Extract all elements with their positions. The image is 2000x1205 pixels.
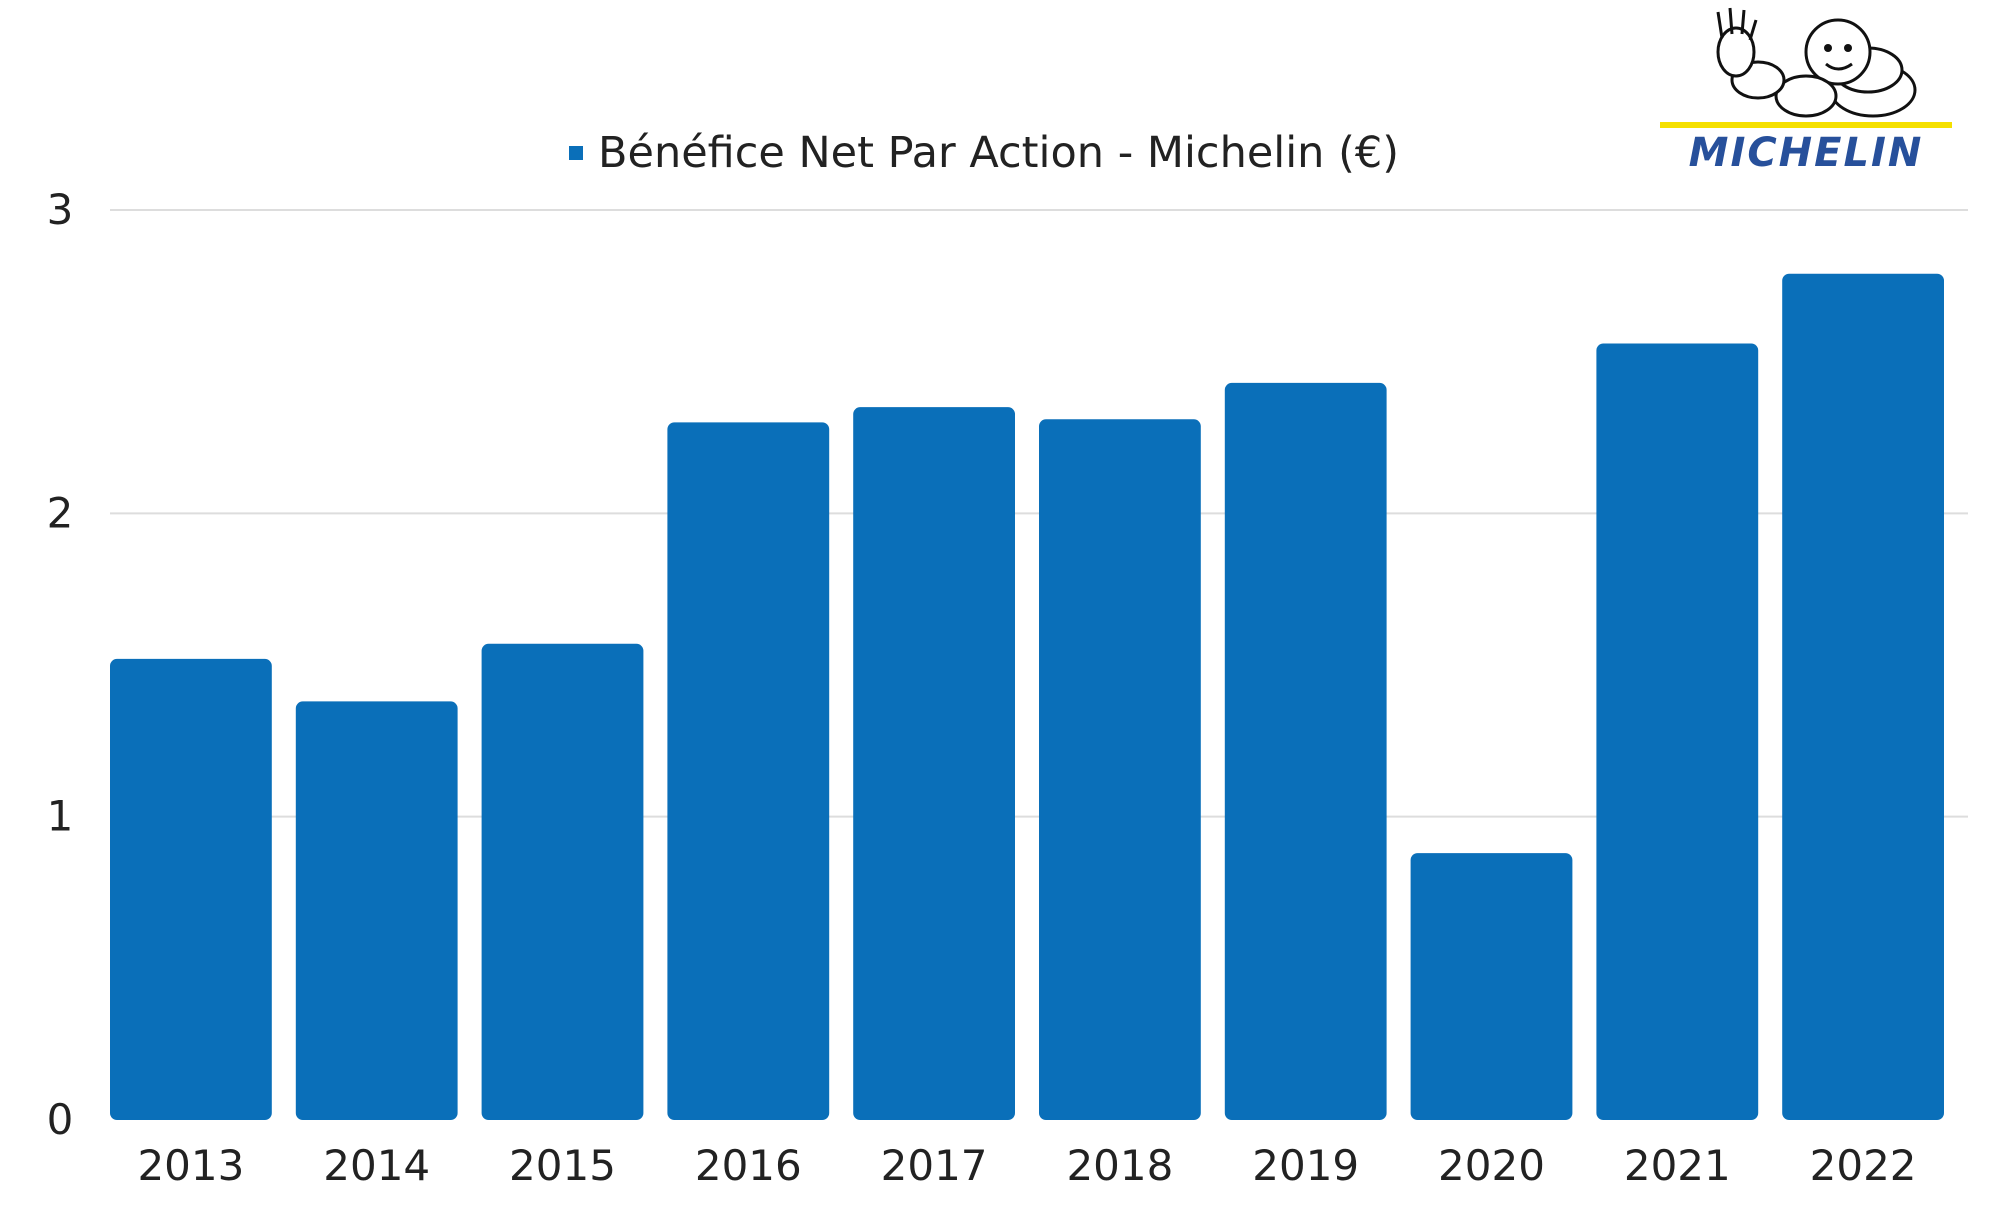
y-tick-label: 2 [47,488,74,537]
bars [110,273,1944,1121]
x-tick-label: 2019 [1252,1141,1359,1190]
x-tick-label: 2017 [881,1141,988,1190]
logo-yellow-band [1660,122,1952,128]
y-tick-label: 0 [47,1095,74,1144]
bar-2016 [667,422,830,1120]
x-axis-ticks: 2013 2014 2015 2016 2017 2018 2019 2020 2021 2022 [137,1141,1916,1190]
michelin-logo: MICHELIN [1660,7,1952,176]
legend-swatch [569,146,583,160]
x-tick-label: 2022 [1810,1141,1917,1190]
bar-2022 [1782,273,1944,1120]
bar-2014 [295,701,458,1120]
legend-label: Bénéfice Net Par Action - Michelin (€) [598,128,1399,178]
x-tick-label: 2015 [509,1141,616,1190]
x-tick-label: 2013 [137,1141,244,1190]
bar-2018 [1039,419,1201,1120]
bar-2019 [1224,382,1387,1120]
logo-wordmark: MICHELIN [1689,130,1924,176]
legend: Bénéfice Net Par Action - Michelin (€) [569,128,1399,178]
y-axis-ticks: 0 1 2 3 [47,185,74,1144]
bar-2017 [853,407,1015,1121]
bar-2013 [110,658,272,1120]
bar-2020 [1410,853,1573,1120]
x-tick-label: 2016 [695,1141,802,1190]
bar-2021 [1596,343,1759,1120]
x-tick-label: 2021 [1624,1141,1731,1190]
x-tick-label: 2014 [323,1141,430,1190]
x-tick-label: 2020 [1438,1141,1545,1190]
bibendum-mascot-icon [1716,7,1917,118]
bar-2015 [481,643,644,1120]
y-tick-label: 1 [47,792,74,841]
x-tick-label: 2018 [1066,1141,1173,1190]
y-tick-label: 3 [47,185,74,234]
